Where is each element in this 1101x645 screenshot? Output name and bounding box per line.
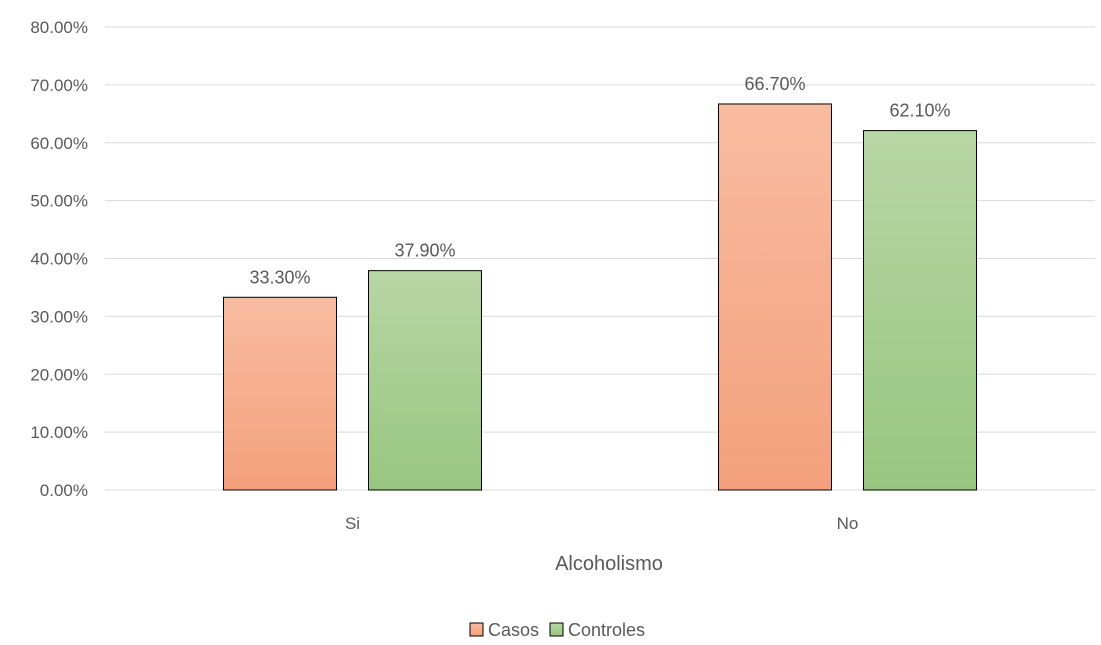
data-labels: 33.30% 37.90% 66.70% 62.10% xyxy=(249,74,950,287)
y-tick-label: 30.00% xyxy=(30,307,88,326)
y-tick-label: 70.00% xyxy=(30,76,88,95)
bars xyxy=(223,103,977,491)
bar-casos-no xyxy=(718,103,832,491)
data-label: 62.10% xyxy=(889,101,950,121)
y-tick-label: 80.00% xyxy=(30,18,88,37)
x-axis-category-labels: Si No xyxy=(345,514,858,533)
legend-swatch-casos xyxy=(469,622,484,637)
y-tick-label: 60.00% xyxy=(30,134,88,153)
x-category-label: No xyxy=(837,514,859,533)
bar-casos-si xyxy=(223,296,337,491)
x-category-label: Si xyxy=(345,514,360,533)
legend-label-casos: Casos xyxy=(488,620,539,640)
y-tick-label: 20.00% xyxy=(30,365,88,384)
data-label: 33.30% xyxy=(249,267,310,287)
data-label: 66.70% xyxy=(744,74,805,94)
y-tick-label: 0.00% xyxy=(40,481,88,500)
y-tick-label: 50.00% xyxy=(30,192,88,211)
legend: Casos Controles xyxy=(469,620,645,640)
bar-controles-si xyxy=(368,270,482,491)
legend-swatch-controles xyxy=(549,622,564,637)
y-tick-label: 10.00% xyxy=(30,423,88,442)
data-label: 37.90% xyxy=(394,241,455,261)
bar-controles-no xyxy=(863,130,977,491)
y-tick-label: 40.00% xyxy=(30,250,88,269)
legend-label-controles: Controles xyxy=(568,620,645,640)
x-axis-title: Alcoholismo xyxy=(555,553,663,575)
y-axis-tick-labels: 0.00% 10.00% 20.00% 30.00% 40.00% 50.00% 60.00… xyxy=(30,18,88,500)
